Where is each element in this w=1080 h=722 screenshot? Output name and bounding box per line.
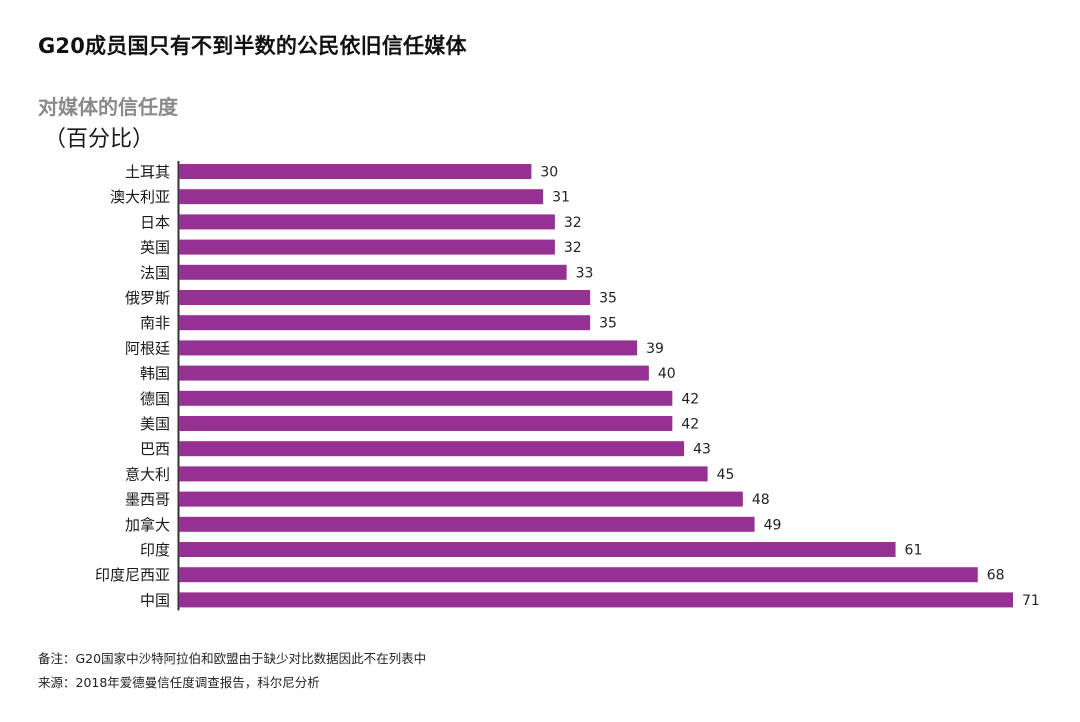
value-label: 39 bbox=[646, 341, 664, 357]
value-label: 32 bbox=[564, 240, 582, 256]
bar bbox=[179, 365, 649, 381]
value-label: 61 bbox=[905, 543, 923, 559]
bar bbox=[179, 516, 755, 532]
value-label: 68 bbox=[987, 568, 1005, 584]
bar bbox=[179, 491, 743, 507]
value-label: 31 bbox=[552, 190, 570, 206]
category-label: 墨西哥 bbox=[125, 491, 170, 509]
value-label: 33 bbox=[576, 265, 594, 281]
category-label: 俄罗斯 bbox=[125, 289, 170, 307]
category-label: 意大利 bbox=[125, 465, 170, 483]
value-label: 35 bbox=[599, 316, 617, 332]
value-label: 49 bbox=[764, 517, 782, 533]
category-label: 阿根廷 bbox=[125, 339, 170, 357]
chart-subtitle: 对媒体的信任度 bbox=[38, 95, 178, 119]
bar bbox=[179, 416, 673, 431]
value-label: 42 bbox=[681, 417, 699, 433]
category-label: 澳大利亚 bbox=[110, 188, 170, 206]
category-label: 土耳其 bbox=[125, 163, 170, 181]
bar bbox=[179, 567, 978, 583]
category-label: 法国 bbox=[140, 264, 170, 282]
category-label: 印度 bbox=[140, 541, 170, 559]
bar bbox=[179, 592, 1013, 608]
value-label: 30 bbox=[540, 165, 558, 181]
bar bbox=[179, 466, 708, 482]
bar bbox=[179, 239, 555, 255]
value-label: 42 bbox=[681, 391, 699, 407]
category-label: 美国 bbox=[140, 415, 170, 433]
bar-chart: 土耳其 30 澳大利亚 31 日本 32 英国 32 法国 33 俄罗斯 35 南非 35 阿根廷 39 韩国 4… bbox=[95, 161, 1040, 611]
bar bbox=[179, 441, 685, 457]
value-label: 45 bbox=[717, 467, 735, 483]
value-label: 40 bbox=[658, 366, 676, 382]
bar bbox=[179, 542, 896, 557]
value-label: 35 bbox=[599, 291, 617, 307]
bar bbox=[179, 340, 638, 356]
footnote-source: 来源：2018年爱德曼信任度调查报告，科尔尼分析 bbox=[38, 675, 320, 690]
category-label: 德国 bbox=[140, 390, 170, 408]
value-label: 48 bbox=[752, 492, 770, 508]
bar bbox=[179, 264, 567, 280]
category-label: 韩国 bbox=[140, 365, 170, 383]
category-label: 南非 bbox=[140, 314, 170, 332]
category-label: 中国 bbox=[140, 591, 170, 609]
category-label: 日本 bbox=[140, 213, 170, 231]
category-label: 加拿大 bbox=[125, 516, 170, 534]
bar bbox=[179, 390, 673, 406]
unit-label: （百分比） bbox=[44, 127, 155, 152]
category-label: 英国 bbox=[140, 239, 170, 257]
bar bbox=[179, 290, 591, 305]
value-label: 32 bbox=[564, 215, 582, 231]
value-label: 71 bbox=[1022, 593, 1040, 609]
bar bbox=[179, 164, 532, 179]
footnote-note: 备注：G20国家中沙特阿拉伯和欧盟由于缺少对比数据因此不在列表中 bbox=[38, 651, 427, 666]
category-label: 印度尼西亚 bbox=[95, 566, 170, 584]
chart-title: G20成员国只有不到半数的公民依旧信任媒体 bbox=[38, 34, 467, 58]
category-label: 巴西 bbox=[140, 440, 170, 458]
bar bbox=[179, 189, 544, 205]
bar bbox=[179, 315, 591, 331]
value-label: 43 bbox=[693, 442, 711, 458]
bar bbox=[179, 214, 555, 230]
